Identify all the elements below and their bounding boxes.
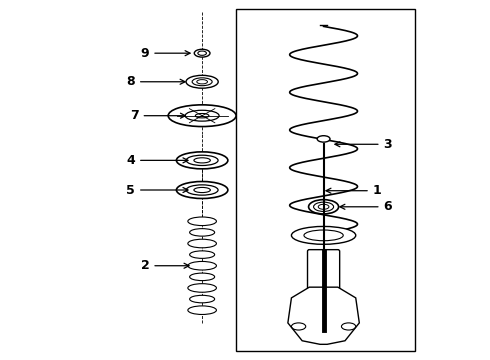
Ellipse shape [292, 226, 356, 244]
Ellipse shape [188, 261, 217, 270]
Ellipse shape [304, 230, 343, 241]
Ellipse shape [188, 217, 217, 226]
Text: 4: 4 [126, 154, 188, 167]
Ellipse shape [188, 306, 217, 315]
Ellipse shape [196, 113, 209, 118]
Ellipse shape [309, 200, 339, 214]
Ellipse shape [194, 188, 210, 193]
FancyBboxPatch shape [308, 249, 340, 318]
Ellipse shape [198, 51, 206, 55]
Text: 5: 5 [126, 184, 188, 197]
Text: 8: 8 [126, 75, 185, 88]
Ellipse shape [168, 105, 236, 127]
Text: 9: 9 [141, 47, 190, 60]
Ellipse shape [186, 155, 218, 166]
Ellipse shape [185, 110, 219, 121]
Ellipse shape [176, 152, 228, 169]
Bar [236, 9, 415, 351]
Ellipse shape [194, 158, 210, 163]
Ellipse shape [190, 251, 215, 258]
Text: 6: 6 [340, 200, 392, 213]
Ellipse shape [188, 239, 217, 248]
Ellipse shape [317, 136, 330, 142]
Ellipse shape [192, 78, 212, 86]
Text: 2: 2 [141, 259, 189, 272]
Ellipse shape [186, 185, 218, 195]
Ellipse shape [186, 75, 218, 88]
Polygon shape [288, 287, 359, 344]
Ellipse shape [188, 284, 217, 292]
Ellipse shape [190, 295, 215, 303]
Ellipse shape [190, 273, 215, 280]
Ellipse shape [318, 204, 329, 209]
Text: 7: 7 [130, 109, 185, 122]
Ellipse shape [314, 202, 334, 211]
Ellipse shape [176, 181, 228, 198]
Ellipse shape [190, 229, 215, 236]
Text: 3: 3 [335, 138, 392, 151]
Ellipse shape [197, 80, 207, 84]
Ellipse shape [194, 49, 210, 57]
Text: 1: 1 [326, 184, 382, 197]
